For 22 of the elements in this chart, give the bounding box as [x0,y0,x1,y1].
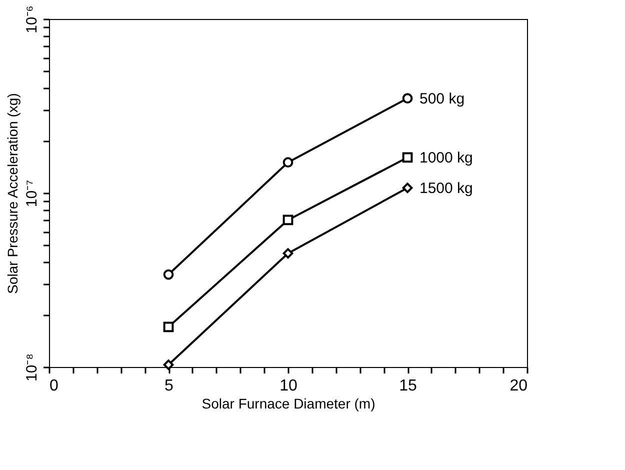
point [163,269,174,280]
series-label: 500 kg [420,90,465,108]
x-tick-label: 0 [50,378,58,394]
point [402,152,413,163]
x-tick-label: 15 [399,378,417,394]
series-label: 1000 kg [420,149,473,166]
y-tick-label: 10⁻⁷ [24,180,40,208]
point [282,248,294,259]
point [163,322,174,332]
y-axis-title: Solar Pressure Acceleration (xg) [4,93,20,294]
x-tick-label: 20 [510,378,528,394]
point [282,214,294,226]
point [282,157,294,168]
x-tick-label: 10 [280,378,298,394]
series-label: 1500 kg [420,180,473,197]
x-axis-title: Solar Furnace Diameter (m) [202,396,376,412]
point [402,182,413,194]
point [163,360,174,370]
y-tick-label: 10⁻⁶ [24,6,40,34]
point [402,93,413,104]
y-tick-label: 10⁻⁸ [24,353,40,382]
x-tick-label: 5 [164,378,174,394]
